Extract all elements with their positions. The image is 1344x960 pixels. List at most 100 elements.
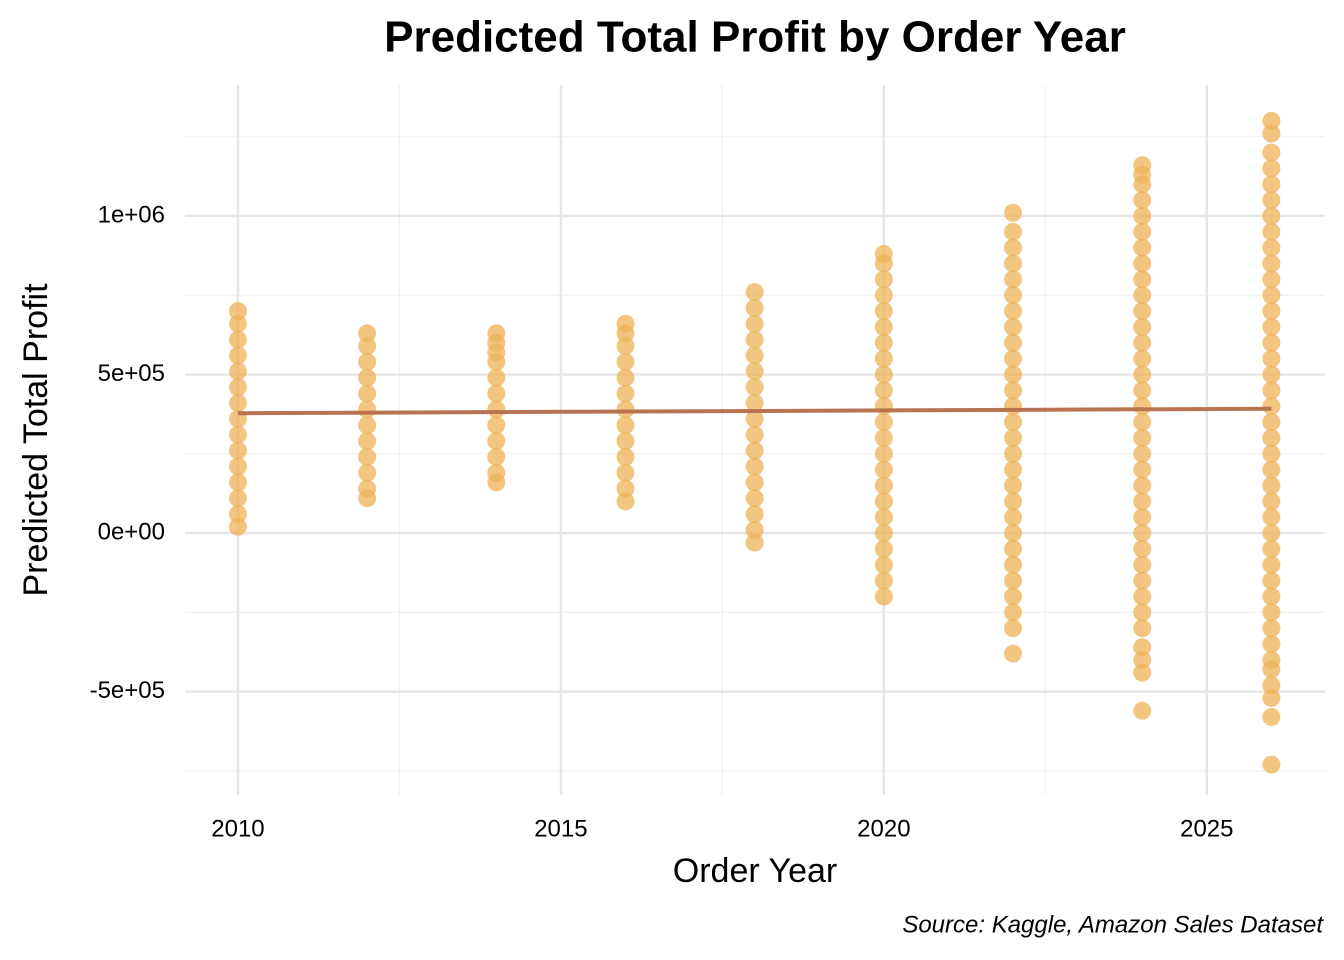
y-axis-title: Predicted Total Profit [17, 283, 55, 597]
point [874, 587, 893, 606]
point [1004, 413, 1023, 432]
point [1262, 365, 1281, 384]
point [745, 314, 764, 333]
point [228, 362, 247, 381]
point [1004, 587, 1023, 606]
point [1262, 524, 1281, 543]
point [616, 368, 635, 387]
point [1004, 381, 1023, 400]
x-tick-label: 2010 [211, 815, 264, 842]
point [1004, 524, 1023, 543]
point [1133, 587, 1152, 606]
point [616, 336, 635, 355]
point [1004, 270, 1023, 289]
point [1133, 381, 1152, 400]
point [1133, 508, 1152, 527]
point [1004, 254, 1023, 273]
point [1004, 508, 1023, 527]
y-tick-label: 0e+00 [98, 518, 165, 545]
point [1004, 555, 1023, 574]
point [1262, 476, 1281, 495]
point [358, 479, 377, 498]
y-tick-label: 1e+06 [98, 201, 165, 228]
point [1133, 191, 1152, 210]
point [358, 416, 377, 435]
point [1133, 286, 1152, 305]
point [1133, 444, 1152, 463]
point [1133, 254, 1152, 273]
point [1004, 203, 1023, 222]
point [1004, 603, 1023, 622]
point [1133, 413, 1152, 432]
point [1004, 619, 1023, 638]
point [1004, 365, 1023, 384]
point [745, 489, 764, 508]
point [745, 533, 764, 552]
point [745, 505, 764, 524]
point [1262, 539, 1281, 558]
point [874, 302, 893, 321]
point [358, 432, 377, 451]
point [358, 336, 377, 355]
point [874, 333, 893, 352]
point [1262, 555, 1281, 574]
point [228, 330, 247, 349]
point [1262, 222, 1281, 241]
point [228, 302, 247, 321]
point [487, 324, 506, 343]
point [1004, 302, 1023, 321]
point [874, 245, 893, 264]
point [874, 381, 893, 400]
point [1133, 206, 1152, 225]
point [616, 314, 635, 333]
point [1262, 755, 1281, 774]
point [874, 413, 893, 432]
point [1004, 444, 1023, 463]
x-tick-label: 2015 [534, 815, 587, 842]
point [1133, 555, 1152, 574]
point [1133, 492, 1152, 511]
point [1004, 492, 1023, 511]
point [358, 447, 377, 466]
point [1004, 238, 1023, 257]
point [1262, 206, 1281, 225]
point [745, 409, 764, 428]
point [1133, 476, 1152, 495]
point [874, 397, 893, 416]
point [228, 378, 247, 397]
point [1262, 444, 1281, 463]
point [1262, 159, 1281, 178]
point [1262, 707, 1281, 726]
point [1262, 175, 1281, 194]
point [1133, 571, 1152, 590]
point [228, 314, 247, 333]
point [228, 489, 247, 508]
trend-line [237, 406, 1272, 416]
point [487, 400, 506, 419]
point [745, 362, 764, 381]
point [874, 524, 893, 543]
point [616, 479, 635, 498]
point [1262, 676, 1281, 695]
point [487, 368, 506, 387]
point [228, 441, 247, 460]
point [1262, 587, 1281, 606]
point [487, 463, 506, 482]
point [874, 286, 893, 305]
point [745, 457, 764, 476]
point [1262, 143, 1281, 162]
point [1133, 650, 1152, 669]
point [1133, 333, 1152, 352]
x-axis-title: Order Year [673, 852, 837, 890]
point [1004, 333, 1023, 352]
point [1004, 286, 1023, 305]
point [1262, 397, 1281, 416]
point [1004, 476, 1023, 495]
point [1262, 492, 1281, 511]
point [1262, 333, 1281, 352]
point [616, 384, 635, 403]
point [358, 400, 377, 419]
point [487, 447, 506, 466]
point [1133, 222, 1152, 241]
